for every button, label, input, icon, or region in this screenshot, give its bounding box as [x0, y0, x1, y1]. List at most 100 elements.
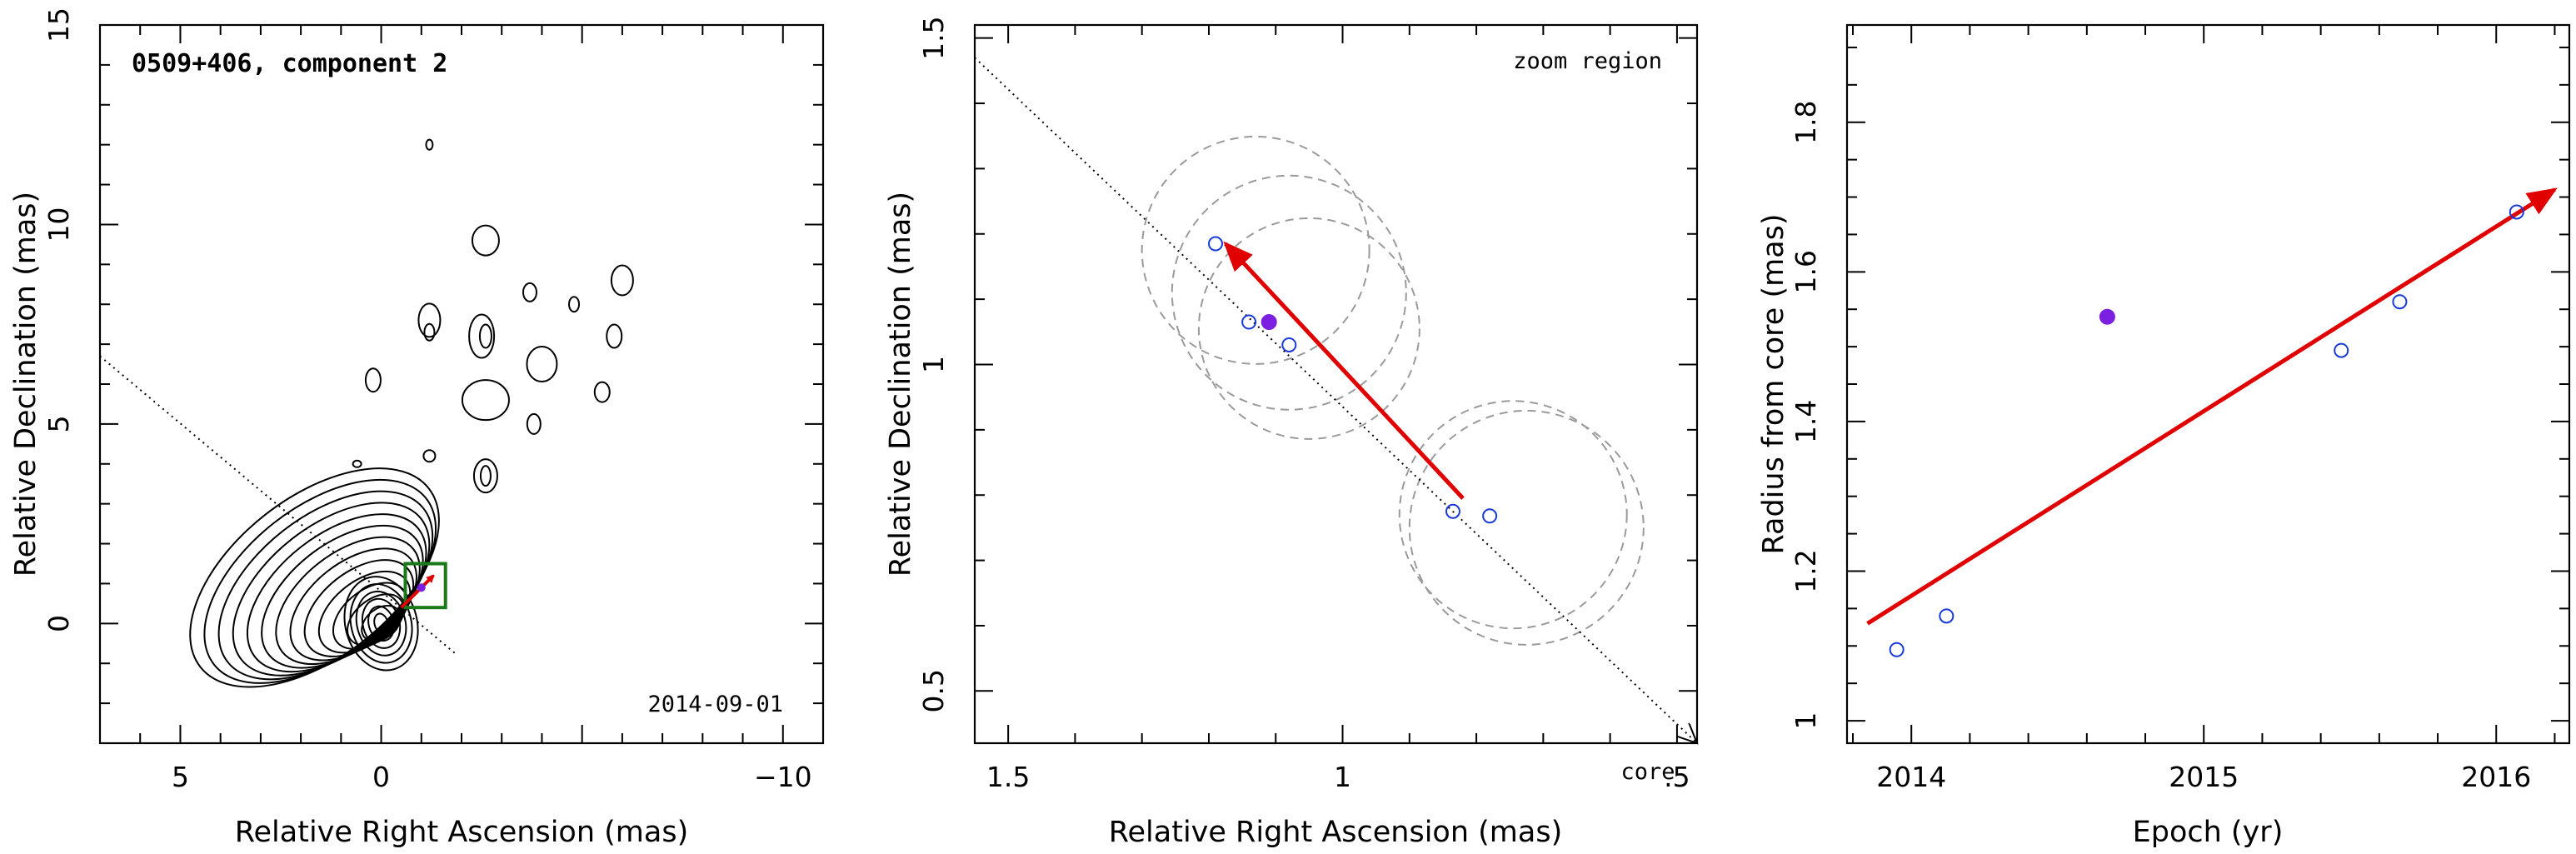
epoch-point: [1208, 236, 1223, 252]
contour-blob-inner: [423, 322, 436, 342]
x-tick-label: 5: [172, 761, 189, 793]
fit-circle: [1408, 409, 1645, 646]
fit-circle: [1171, 174, 1407, 411]
contour-level: [261, 524, 424, 669]
panel1-title: 0509+406, component 2: [132, 49, 447, 78]
epoch-point: [2392, 294, 2408, 310]
panel2-frame: [973, 23, 1699, 745]
epoch-point: [2509, 204, 2524, 220]
zoom-region-panel: 1.5 1.50.511.5 zoom region core Relative …: [884, 16, 1697, 849]
contour-map-panel: 5 0 −10 0 5 10 15 0509+406, component 2 2014-0…: [9, 7, 825, 849]
contour-blob: [610, 264, 634, 297]
panel1-axes: 5 0 −10 0 5 10 15: [42, 7, 824, 793]
core-contour: [361, 597, 402, 649]
y-tick-label: 1: [917, 356, 950, 373]
epoch-point: [1482, 508, 1498, 524]
y-tick-label: 10: [42, 207, 75, 242]
contour-blob: [471, 224, 500, 257]
current-epoch-point: [2099, 308, 2115, 325]
epoch-point: [1889, 642, 1905, 657]
x-tick-label: 0: [372, 761, 390, 793]
panel3-marks: [1866, 187, 2558, 657]
x-tick-label: −10: [754, 761, 812, 793]
contour-blob: [606, 323, 623, 349]
core-contour: [367, 605, 396, 642]
y-tick-label: 1.8: [1790, 100, 1822, 143]
contour-blob: [364, 367, 382, 393]
contour-level: [289, 547, 417, 662]
core-contour: [373, 612, 389, 635]
core-label: core: [1620, 759, 1675, 785]
panel1-xlabel: Relative Right Ascension (mas): [235, 816, 688, 849]
epoch-point: [2334, 342, 2349, 358]
x-tick-label: 1: [1334, 761, 1351, 793]
contour-level: [246, 513, 427, 673]
contour-level: [203, 478, 437, 684]
contour-blob: [422, 449, 437, 463]
panel2-ylabel: Relative Declination (mas): [884, 192, 917, 577]
x-tick-label: 2016: [2461, 761, 2531, 793]
contour-blob: [461, 379, 510, 422]
contour-blob: [593, 381, 611, 403]
contour-level: [189, 467, 440, 688]
epoch-point: [1241, 314, 1257, 330]
core-contour: [343, 576, 419, 672]
y-tick-label: 1.4: [1790, 400, 1822, 443]
contour-blob-inner: [479, 465, 492, 487]
fit-circle: [1197, 217, 1420, 440]
core-contour: [349, 583, 413, 664]
panel1-marks: [99, 355, 458, 657]
contour-level: [303, 559, 415, 657]
contour-blob: [472, 458, 498, 494]
panel3-frame: [1845, 23, 2571, 745]
y-tick-label: 1.2: [1790, 549, 1822, 592]
panel1-ylabel: Relative Declination (mas): [9, 192, 42, 577]
zoom-box: [403, 562, 447, 610]
epoch-point: [1939, 608, 1954, 624]
y-tick-label: 1.5: [917, 16, 950, 59]
contour-lines: [189, 138, 634, 688]
panel3-axes: 2014 2015 2016 1 1.2 1.4 1.6 1.8: [1790, 25, 2569, 793]
component-marker: [417, 583, 426, 592]
x-tick-label: 2014: [1876, 761, 1946, 793]
zoom-region-annotation: zoom region: [1513, 48, 1662, 74]
core-contour: [355, 590, 407, 657]
panel2-marks: [974, 57, 1697, 743]
x-tick-label: 2015: [2169, 761, 2239, 793]
panel3-xlabel: Epoch (yr): [2133, 816, 2284, 849]
fit-circle: [1141, 135, 1370, 365]
radius-epoch-panel: 2014 2015 2016 1 1.2 1.4 1.6 1.8 Epoch (yr) Rad…: [1757, 23, 2571, 849]
x-tick-label: 1.5: [986, 761, 1030, 793]
motion-vector-arrow: [1223, 241, 1465, 500]
contour-blob: [568, 296, 581, 313]
contour-level: [347, 593, 405, 647]
fit-line-arrow: [1866, 187, 2558, 626]
x-tick-label: .5: [1664, 761, 1690, 793]
contour-blob: [352, 459, 362, 468]
panel3-ylabel: Radius from core (mas): [1757, 213, 1790, 554]
y-tick-label: 1.6: [1790, 250, 1822, 293]
y-tick-label: 0.5: [917, 669, 950, 712]
contour-blob: [526, 412, 542, 435]
y-tick-label: 0: [42, 615, 75, 632]
component-motion-arrow: [400, 574, 435, 609]
fit-circle: [1398, 400, 1628, 630]
contour-blob: [522, 282, 537, 302]
contour-blob: [417, 302, 442, 338]
epoch-point: [1445, 503, 1460, 519]
y-tick-label: 15: [42, 7, 75, 42]
panel2-axes: 1.5 1.50.511.5: [917, 16, 1697, 793]
contour-blob: [526, 346, 558, 383]
panel2-xlabel: Relative Right Ascension (mas): [1109, 816, 1562, 849]
contour-blob: [425, 138, 434, 151]
current-epoch-point: [1261, 314, 1277, 331]
contour-blob: [468, 313, 496, 359]
contour-blob-inner: [478, 323, 492, 349]
epoch-annotation: 2014-09-01: [647, 692, 783, 717]
contour-level: [361, 604, 402, 642]
y-tick-label: 5: [42, 415, 75, 432]
epoch-point: [1281, 337, 1297, 352]
panel1-frame: [98, 23, 825, 745]
